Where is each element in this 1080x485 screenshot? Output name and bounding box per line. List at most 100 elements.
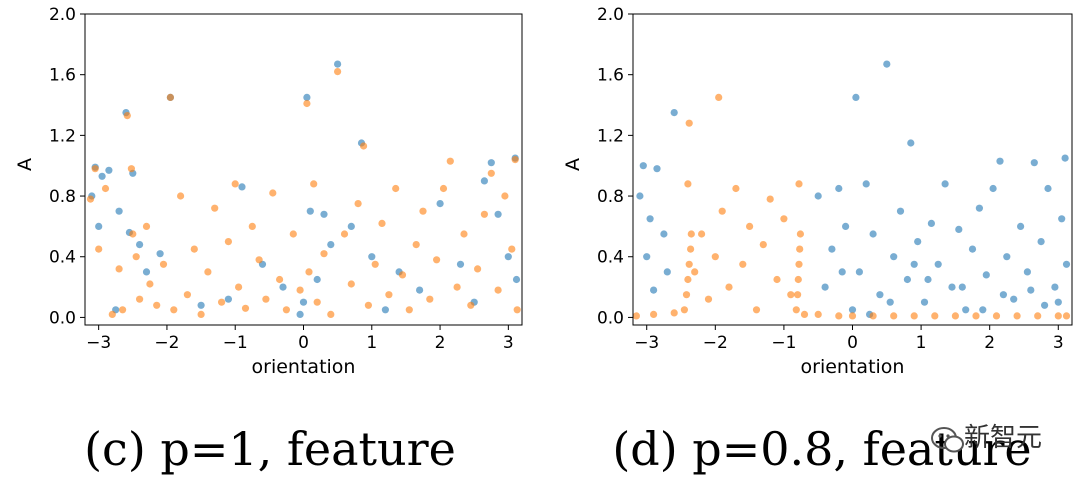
data-point-orange-15 bbox=[715, 93, 723, 101]
data-point-blue-3 bbox=[105, 166, 113, 174]
data-point-blue-19 bbox=[890, 253, 898, 261]
data-point-orange-14 bbox=[153, 301, 161, 309]
data-point-orange-37 bbox=[848, 312, 857, 320]
data-point-orange-58 bbox=[433, 256, 441, 264]
data-point-orange-59 bbox=[439, 184, 448, 193]
data-point-blue-34 bbox=[989, 184, 997, 193]
data-point-orange-1 bbox=[650, 310, 658, 318]
data-point-orange-68 bbox=[501, 192, 509, 200]
data-point-orange-16 bbox=[166, 93, 174, 101]
data-point-orange-25 bbox=[224, 238, 232, 246]
data-point-orange-41 bbox=[320, 250, 328, 258]
data-point-blue-2 bbox=[98, 172, 106, 180]
data-point-blue-5 bbox=[115, 207, 123, 215]
y-tick-label: 1.2 bbox=[49, 126, 76, 146]
data-point-orange-26 bbox=[787, 291, 795, 299]
data-point-blue-7 bbox=[670, 109, 678, 117]
y-tick-label: 0.0 bbox=[49, 308, 76, 328]
data-point-orange-5 bbox=[684, 275, 692, 284]
data-point-orange-50 bbox=[378, 219, 386, 227]
data-point-orange-7 bbox=[123, 112, 131, 120]
plot-frame bbox=[84, 13, 523, 326]
data-point-blue-22 bbox=[320, 210, 328, 218]
data-point-orange-24 bbox=[773, 275, 781, 284]
data-point-blue-51 bbox=[958, 283, 966, 291]
data-point-orange-44 bbox=[340, 230, 349, 238]
data-point-blue-6 bbox=[660, 230, 668, 238]
data-point-blue-35 bbox=[494, 210, 502, 218]
data-point-orange-31 bbox=[796, 245, 804, 253]
data-point-orange-57 bbox=[426, 295, 434, 303]
data-point-blue-47 bbox=[821, 283, 829, 291]
data-point-blue-35 bbox=[996, 157, 1004, 165]
data-point-blue-38 bbox=[512, 275, 521, 284]
data-point-blue-48 bbox=[848, 306, 857, 314]
data-point-orange-42 bbox=[951, 312, 960, 320]
data-point-orange-54 bbox=[405, 306, 413, 314]
data-point-blue-38 bbox=[1017, 222, 1025, 230]
data-point-blue-9 bbox=[136, 241, 144, 249]
data-point-blue-36 bbox=[504, 253, 512, 261]
data-point-orange-0 bbox=[632, 312, 641, 320]
data-point-orange-25 bbox=[780, 215, 788, 223]
data-point-blue-20 bbox=[306, 207, 314, 215]
data-point-orange-28 bbox=[794, 291, 802, 299]
data-point-blue-42 bbox=[1044, 184, 1052, 193]
data-point-blue-33 bbox=[480, 177, 488, 185]
data-point-blue-26 bbox=[368, 253, 376, 261]
data-point-blue-10 bbox=[142, 268, 151, 276]
data-point-blue-55 bbox=[838, 268, 846, 276]
data-point-orange-32 bbox=[796, 230, 805, 238]
x-tick-label: −3 bbox=[634, 333, 659, 353]
x-tick-label: 3 bbox=[1053, 333, 1064, 353]
data-point-blue-15 bbox=[862, 180, 870, 188]
data-point-orange-22 bbox=[759, 241, 767, 249]
y-tick-label: 2.0 bbox=[49, 5, 76, 25]
x-tick-label: 2 bbox=[984, 333, 995, 353]
data-point-orange-62 bbox=[460, 230, 468, 238]
data-point-blue-57 bbox=[924, 275, 932, 284]
data-point-blue-14 bbox=[224, 295, 232, 303]
data-point-orange-16 bbox=[718, 207, 726, 215]
data-point-orange-40 bbox=[313, 298, 321, 306]
data-point-orange-48 bbox=[1062, 312, 1071, 320]
data-point-blue-52 bbox=[999, 291, 1008, 299]
data-point-blue-46 bbox=[1062, 260, 1071, 268]
data-point-blue-9 bbox=[814, 192, 822, 200]
scatter-chart-c: −3 −2 −1 0 1 2 3 0.0 0.4 0.8 1.2 1.6 2.0 orientation A bbox=[14, 5, 523, 378]
data-point-blue-27 bbox=[381, 306, 389, 314]
data-point-orange-5 bbox=[115, 265, 123, 273]
data-point-blue-16 bbox=[869, 230, 877, 238]
data-point-orange-28 bbox=[241, 304, 250, 312]
data-point-orange-39 bbox=[310, 180, 318, 188]
x-axis-label: orientation bbox=[252, 356, 356, 378]
data-point-orange-71 bbox=[513, 306, 521, 314]
data-point-blue-39 bbox=[1023, 268, 1031, 276]
data-point-orange-44 bbox=[992, 312, 1001, 320]
x-tick-label: −1 bbox=[223, 333, 248, 353]
data-point-blue-13 bbox=[197, 301, 205, 309]
data-point-blue-30 bbox=[436, 200, 444, 208]
data-point-blue-53 bbox=[1041, 301, 1049, 309]
data-point-orange-46 bbox=[1034, 312, 1042, 320]
data-point-orange-48 bbox=[364, 301, 372, 309]
y-tick-label: 0.4 bbox=[49, 248, 76, 268]
x-tick-label: 1 bbox=[916, 333, 927, 353]
data-point-orange-51 bbox=[385, 291, 393, 299]
y-tick-label: 0.4 bbox=[597, 248, 624, 268]
data-point-orange-18 bbox=[177, 192, 185, 200]
data-point-orange-4 bbox=[108, 310, 116, 318]
data-point-orange-36 bbox=[296, 286, 304, 294]
x-tick-label: 1 bbox=[366, 333, 377, 353]
scatter-chart-d: −3 −2 −1 0 1 2 3 0.0 0.4 0.8 1.2 1.6 2.0 orientation A bbox=[562, 5, 1073, 378]
data-point-orange-10 bbox=[685, 119, 693, 127]
data-point-orange-46 bbox=[354, 200, 362, 208]
data-point-blue-14 bbox=[855, 268, 864, 276]
data-point-orange-2 bbox=[95, 245, 103, 253]
data-point-blue-8 bbox=[663, 268, 671, 276]
y-axis-label: A bbox=[14, 158, 36, 171]
data-point-blue-40 bbox=[296, 310, 304, 318]
x-tick-label: 2 bbox=[435, 333, 446, 353]
data-point-blue-1 bbox=[639, 162, 647, 170]
data-point-orange-6 bbox=[685, 260, 693, 268]
